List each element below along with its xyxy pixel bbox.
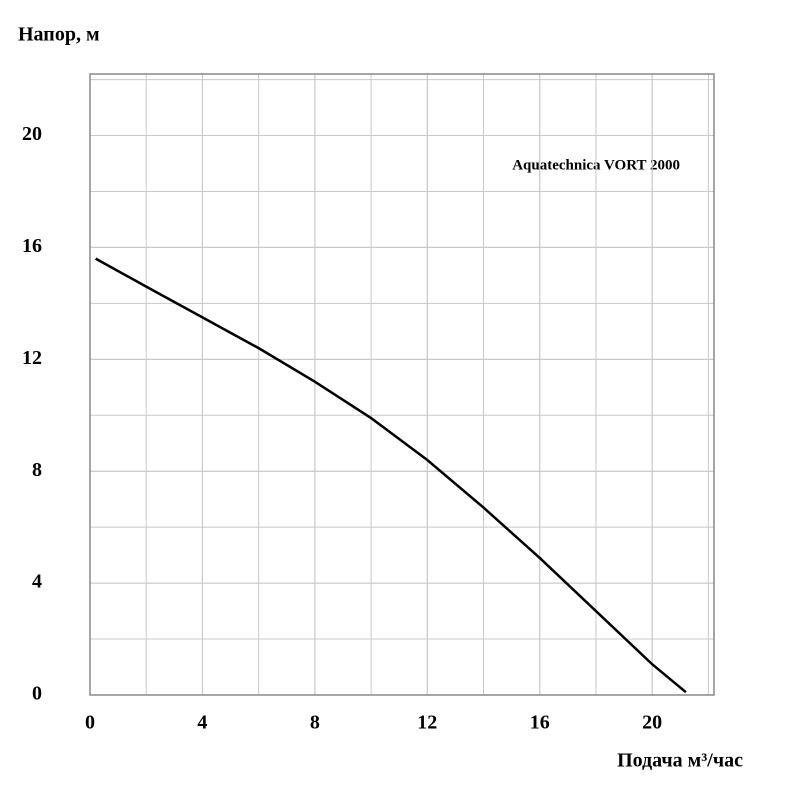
x-tick-label: 0 [85,712,95,734]
x-tick-label: 16 [530,712,550,734]
x-tick-label: 8 [310,712,320,734]
curve [95,257,687,694]
x-tick-label: 4 [197,712,207,734]
y-tick-label: 12 [22,347,42,369]
y-axis-label: Напор, м [18,24,100,46]
y-tick-label: 4 [32,571,42,593]
x-tick-label: 20 [642,712,662,734]
plot-frame [89,73,715,696]
y-tick-label: 8 [32,459,42,481]
y-tick-label: 16 [22,235,42,257]
x-tick-label: 12 [417,712,437,734]
y-tick-label: 20 [22,123,42,145]
x-axis-label: Подача м³/час [617,750,743,772]
y-tick-label: 0 [32,683,42,705]
